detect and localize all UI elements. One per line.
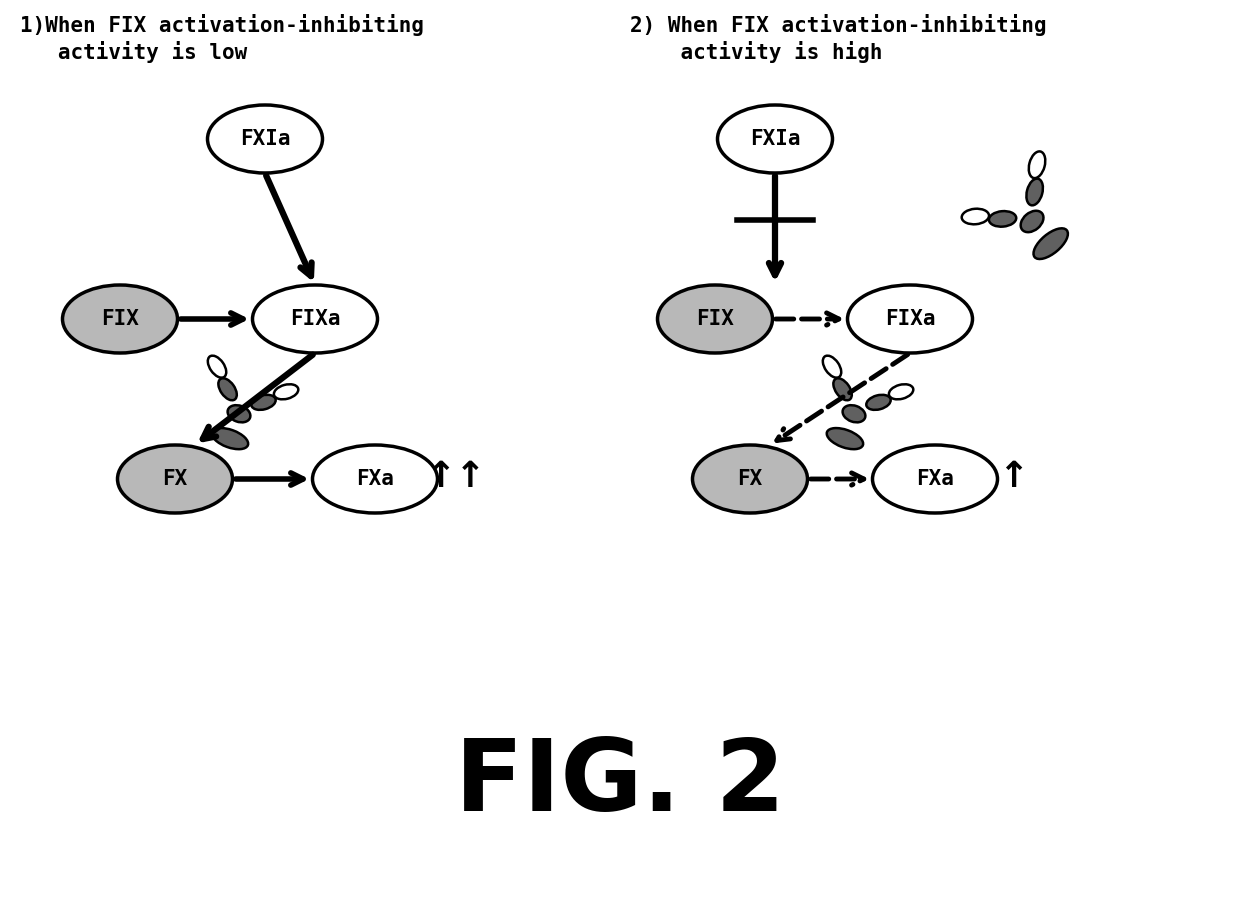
Ellipse shape bbox=[212, 428, 248, 450]
Text: FIX: FIX bbox=[102, 309, 139, 329]
Text: 1)When FIX activation-inhibiting: 1)When FIX activation-inhibiting bbox=[20, 14, 424, 36]
Ellipse shape bbox=[1029, 151, 1045, 178]
Text: ↑: ↑ bbox=[998, 460, 1028, 494]
Ellipse shape bbox=[1021, 210, 1044, 232]
Ellipse shape bbox=[847, 285, 972, 353]
Ellipse shape bbox=[823, 356, 841, 378]
Text: 2) When FIX activation-inhibiting: 2) When FIX activation-inhibiting bbox=[630, 14, 1047, 36]
Ellipse shape bbox=[218, 378, 237, 400]
Ellipse shape bbox=[1027, 179, 1043, 205]
Ellipse shape bbox=[990, 211, 1017, 227]
Text: FIXa: FIXa bbox=[885, 309, 935, 329]
Ellipse shape bbox=[1033, 228, 1068, 259]
Ellipse shape bbox=[867, 395, 890, 410]
Ellipse shape bbox=[657, 285, 773, 353]
Text: activity is low: activity is low bbox=[20, 41, 247, 63]
Ellipse shape bbox=[208, 356, 226, 378]
Ellipse shape bbox=[889, 384, 914, 399]
Ellipse shape bbox=[118, 445, 233, 513]
Text: FX: FX bbox=[738, 469, 763, 489]
Ellipse shape bbox=[253, 285, 377, 353]
Text: FXa: FXa bbox=[916, 469, 954, 489]
Text: FXa: FXa bbox=[356, 469, 394, 489]
Ellipse shape bbox=[873, 445, 997, 513]
Text: activity is high: activity is high bbox=[630, 41, 883, 63]
Ellipse shape bbox=[252, 395, 275, 410]
Ellipse shape bbox=[843, 405, 866, 423]
Text: FIX: FIX bbox=[696, 309, 734, 329]
Text: FIG. 2: FIG. 2 bbox=[455, 735, 785, 832]
Ellipse shape bbox=[62, 285, 177, 353]
Ellipse shape bbox=[833, 378, 852, 400]
Ellipse shape bbox=[228, 405, 250, 423]
Ellipse shape bbox=[312, 445, 438, 513]
Text: FXIa: FXIa bbox=[750, 129, 800, 149]
Ellipse shape bbox=[207, 105, 322, 173]
Ellipse shape bbox=[962, 209, 990, 224]
Ellipse shape bbox=[692, 445, 807, 513]
Ellipse shape bbox=[827, 428, 863, 450]
Text: ↑↑: ↑↑ bbox=[425, 460, 485, 494]
Text: FIXa: FIXa bbox=[290, 309, 340, 329]
Text: FX: FX bbox=[162, 469, 187, 489]
Text: FXIa: FXIa bbox=[239, 129, 290, 149]
Ellipse shape bbox=[274, 384, 299, 399]
Ellipse shape bbox=[718, 105, 832, 173]
